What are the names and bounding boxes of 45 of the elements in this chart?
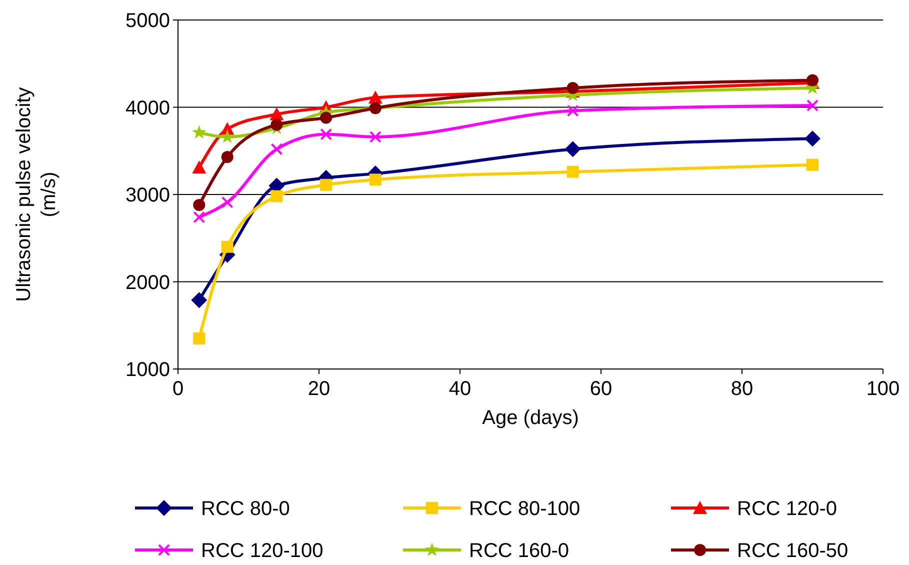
point — [320, 178, 332, 191]
y-tick-label: 3000 — [126, 184, 170, 206]
point — [564, 141, 581, 158]
legend-label: RCC 80-100 — [469, 498, 580, 520]
x-tick-label: 20 — [308, 378, 330, 400]
point — [320, 112, 332, 124]
point — [270, 190, 283, 202]
point — [806, 100, 818, 112]
point — [320, 128, 332, 140]
x-tick-label: 100 — [866, 378, 900, 400]
y-tick-label: 1000 — [126, 359, 170, 381]
point — [566, 166, 579, 178]
legend-label: RCC 160-50 — [737, 540, 848, 562]
y-tick-label: 5000 — [126, 10, 170, 32]
point — [270, 118, 283, 131]
legend-label: RCC 120-0 — [737, 498, 838, 520]
point — [270, 143, 283, 156]
point — [221, 240, 234, 253]
point — [192, 125, 206, 139]
y-tick-label: 4000 — [126, 97, 170, 120]
legend-label: RCC 120-100 — [201, 540, 324, 562]
point — [193, 332, 206, 344]
point — [191, 292, 208, 308]
x-tick-label: 80 — [730, 378, 754, 400]
point — [369, 174, 382, 186]
x-tick-label: 40 — [448, 378, 472, 400]
point — [806, 158, 818, 171]
point — [221, 150, 234, 163]
point — [806, 74, 818, 86]
point — [804, 130, 820, 147]
x-tick-label: 60 — [590, 378, 612, 400]
x-tick-label: 0 — [172, 378, 184, 400]
y-axis-title: Ultrasonic pulse velocity (m/s) — [13, 87, 60, 302]
point — [566, 82, 579, 94]
point — [220, 129, 234, 143]
point — [192, 160, 206, 174]
x-axis-title: Age (days) — [482, 407, 579, 429]
legend-label: RCC 80-0 — [201, 498, 290, 520]
y-tick-label: 2000 — [126, 272, 170, 294]
point — [369, 130, 382, 143]
legend-label: RCC 160-0 — [469, 540, 570, 562]
point — [221, 196, 234, 208]
point — [566, 104, 579, 117]
point — [193, 198, 206, 211]
point — [193, 211, 206, 224]
